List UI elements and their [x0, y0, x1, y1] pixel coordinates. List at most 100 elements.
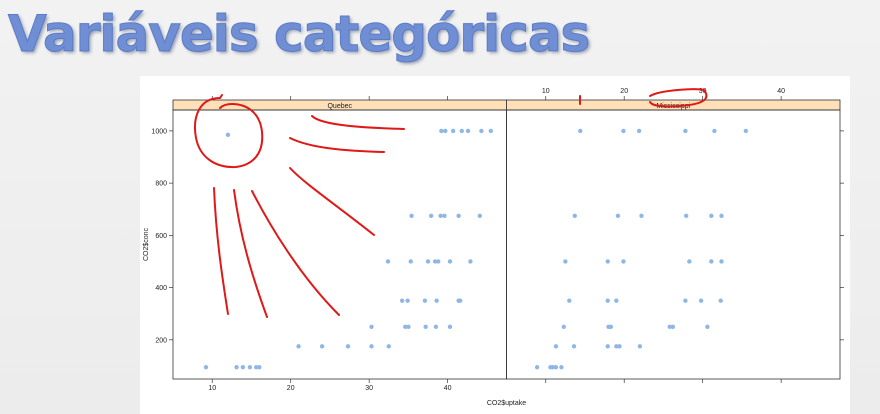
panel-quebec: Quebec 10 20 30 40 200 400 600 800 1000	[151, 96, 507, 392]
data-point	[743, 128, 749, 134]
doodle-ray-2	[289, 137, 385, 153]
data-point	[439, 128, 444, 134]
x-tick-label: 40	[777, 88, 785, 95]
data-point	[468, 259, 473, 264]
data-point	[425, 259, 431, 264]
data-point	[605, 298, 610, 303]
x-tick-label: 10	[208, 385, 216, 392]
y-tick-label: 400	[155, 285, 167, 292]
data-point	[712, 128, 717, 134]
data-point	[406, 324, 411, 329]
doodle-ray-1	[311, 115, 405, 130]
panel-frame	[506, 109, 841, 380]
data-point	[319, 344, 325, 349]
data-point	[442, 213, 447, 218]
data-point	[438, 213, 443, 218]
data-point	[203, 365, 209, 370]
data-point	[567, 298, 572, 303]
data-point	[459, 128, 464, 134]
doodle-sun-stem	[219, 94, 223, 99]
data-point	[617, 344, 622, 349]
data-point	[670, 324, 676, 329]
data-point	[561, 324, 566, 329]
doodle-ray-6	[213, 187, 229, 315]
y-tick-label: 600	[155, 233, 167, 240]
data-point	[456, 213, 461, 218]
data-point	[687, 259, 692, 264]
doodle-sun-circle	[194, 97, 264, 169]
data-point	[369, 344, 374, 349]
data-point	[447, 324, 453, 329]
data-point	[428, 213, 434, 218]
doodle-ray-5	[233, 189, 268, 318]
x-axis-label: CO2$uptake	[487, 400, 526, 407]
y-axis-label: CO2$conc	[143, 227, 150, 261]
data-point	[637, 344, 643, 349]
data-point	[709, 213, 714, 218]
data-point	[247, 365, 253, 370]
slide-title: Variáveis categóricas	[7, 5, 590, 64]
strip-label: Quebec	[327, 103, 352, 110]
data-point	[572, 213, 577, 218]
data-point	[605, 259, 610, 264]
data-point	[621, 259, 626, 264]
data-point	[718, 298, 723, 303]
data-point	[225, 132, 231, 138]
data-point	[458, 298, 463, 303]
x-tick-label: 10	[542, 88, 550, 95]
x-tick-label: 30	[365, 385, 373, 392]
data-point	[405, 298, 410, 303]
data-point	[683, 298, 688, 303]
doodle-ray-4	[251, 190, 340, 316]
data-point	[705, 324, 710, 329]
data-point	[553, 344, 559, 349]
data-point	[257, 365, 262, 370]
data-point	[408, 259, 413, 264]
data-point	[639, 213, 644, 218]
data-point	[436, 259, 441, 264]
data-point	[477, 213, 483, 218]
data-point	[719, 213, 724, 218]
x-tick-label: 20	[287, 385, 295, 392]
data-point	[571, 344, 577, 349]
data-point	[615, 213, 621, 218]
doodle-ray-3	[289, 167, 375, 236]
x-tick-label: 20	[620, 88, 628, 95]
data-point	[683, 128, 688, 134]
data-point	[488, 128, 494, 134]
data-point	[240, 365, 246, 370]
doodle-circle-mississippi	[649, 88, 708, 108]
data-point	[636, 128, 642, 134]
data-point	[386, 344, 391, 349]
data-point	[479, 128, 484, 134]
data-point	[422, 298, 428, 303]
data-point	[345, 344, 351, 349]
data-point	[534, 365, 540, 370]
data-point	[621, 128, 626, 134]
x-tick-label: 40	[444, 385, 452, 392]
data-point	[578, 128, 583, 134]
y-tick-label: 1000	[151, 128, 167, 135]
data-point	[698, 298, 704, 303]
y-tick-label: 800	[155, 181, 167, 188]
data-point	[608, 324, 614, 329]
data-point	[553, 365, 559, 370]
data-point	[605, 344, 610, 349]
x-tick-label: 30	[699, 88, 707, 95]
data-point	[433, 324, 439, 329]
y-tick-label: 200	[155, 337, 167, 344]
data-point	[614, 298, 619, 303]
data-point	[447, 259, 453, 264]
data-point	[296, 344, 301, 349]
data-point	[719, 259, 724, 264]
data-point	[385, 259, 391, 264]
data-point	[559, 365, 564, 370]
data-point	[683, 213, 689, 218]
data-point	[369, 324, 374, 329]
data-point	[234, 365, 239, 370]
data-point	[563, 259, 568, 264]
data-point	[423, 324, 428, 329]
data-point	[409, 213, 414, 218]
